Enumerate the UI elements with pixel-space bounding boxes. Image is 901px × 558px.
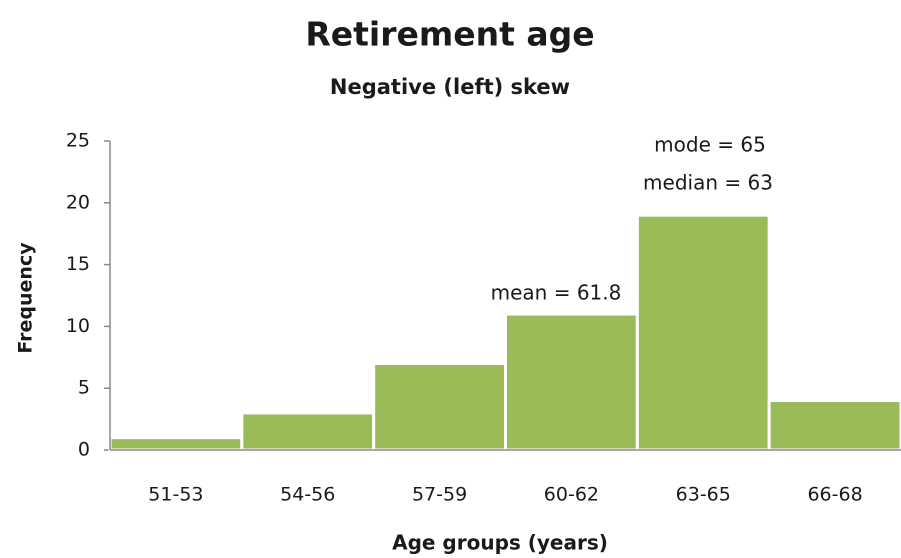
annotation: mode = 65 (654, 133, 766, 157)
y-tick-label: 0 (78, 439, 90, 461)
x-tick-label: 66-68 (807, 484, 862, 506)
x-tick-label: 51-53 (148, 484, 203, 506)
annotation: median = 63 (643, 171, 773, 195)
x-tick-label: 63-65 (676, 484, 731, 506)
y-tick-label: 10 (66, 315, 90, 337)
bar (240, 411, 376, 452)
x-tick-label: 54-56 (280, 484, 335, 506)
x-axis-label: Age groups (years) (392, 531, 608, 555)
annotation: mean = 61.8 (491, 281, 622, 305)
bar (504, 312, 639, 452)
chart-title: Retirement age (305, 15, 594, 54)
x-tick-label: 60-62 (544, 484, 599, 506)
y-tick-label: 25 (66, 130, 90, 152)
chart-subtitle: Negative (left) skew (330, 75, 570, 99)
y-tick-label: 5 (78, 377, 90, 399)
bar (372, 361, 507, 452)
y-axis-label: Frequency (15, 242, 37, 354)
bar (767, 399, 901, 452)
bar (108, 436, 244, 452)
x-tick-label: 57-59 (412, 484, 467, 506)
y-tick-label: 20 (66, 191, 90, 213)
bar (635, 213, 771, 452)
y-tick-label: 15 (66, 253, 90, 275)
